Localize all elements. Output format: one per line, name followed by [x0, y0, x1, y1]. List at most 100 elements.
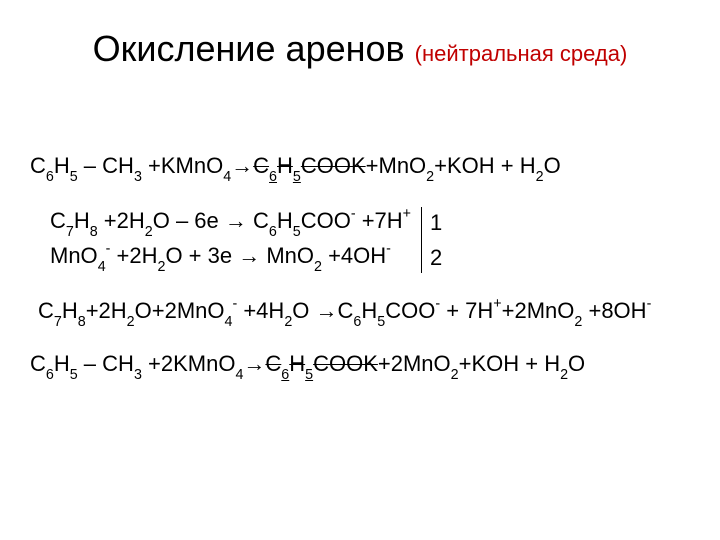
t: +4OH — [322, 243, 386, 268]
balance-bar: 1 2 — [411, 205, 442, 275]
t: 5 — [293, 169, 301, 185]
t: 3 — [134, 169, 142, 185]
t: - — [351, 206, 356, 222]
equation-overall-balanced: C6H5 – CH3 +2KMnO4→C6H5COOK+2MnO2+KOH + … — [30, 348, 690, 383]
t: 4 — [98, 259, 106, 275]
t: 2 — [574, 314, 582, 330]
t: - — [232, 296, 237, 312]
t: 4 — [235, 367, 243, 383]
t: O+2MnO — [135, 298, 225, 323]
t: H — [277, 208, 293, 233]
t: H — [277, 153, 293, 178]
t: COO — [385, 298, 435, 323]
t: O →C — [292, 298, 353, 323]
t: +8OH — [582, 298, 646, 323]
t: +2H — [98, 208, 145, 233]
t: H — [289, 351, 305, 376]
t: +2KMnO — [142, 351, 236, 376]
t: C — [38, 298, 54, 323]
t: 2 — [560, 367, 568, 383]
t: 8 — [78, 314, 86, 330]
t: MnO — [50, 243, 98, 268]
slide-body: C6H5 – CH3 +KMnO4→C6H5COOK+MnO2+KOH + H2… — [30, 150, 690, 384]
t: 6 — [46, 169, 54, 185]
coeff-oxidation: 1 — [430, 207, 442, 239]
t: - — [435, 296, 440, 312]
t: O + 3e → MnO — [165, 243, 314, 268]
t: – CH — [78, 153, 134, 178]
coeff-reduction: 2 — [430, 242, 442, 274]
t: 7 — [54, 314, 62, 330]
t: → — [231, 153, 253, 178]
t: – CH — [78, 351, 134, 376]
t: 2 — [127, 314, 135, 330]
t: + — [493, 296, 501, 312]
half-reactions-block: C7H8 +2H2O – 6e → C6H5COO- +7H+ MnO4- +2… — [50, 205, 690, 275]
product-struck: C6H5COOK — [253, 153, 365, 178]
t: +4H — [237, 298, 284, 323]
t: +KMnO — [142, 153, 223, 178]
t: H — [54, 351, 70, 376]
slide: Окисление аренов (нейтральная среда) C6H… — [0, 0, 720, 540]
t: 2 — [158, 259, 166, 275]
half-reaction-reduction: MnO4- +2H2O + 3e → MnO2 +4OH- — [50, 240, 411, 275]
t: 5 — [305, 367, 313, 383]
t: 6 — [46, 367, 54, 383]
t: 2 — [426, 169, 434, 185]
t: - — [647, 296, 652, 312]
t: +KOH + H — [434, 153, 535, 178]
half-reactions: C7H8 +2H2O – 6e → C6H5COO- +7H+ MnO4- +2… — [50, 205, 411, 275]
t: 6 — [269, 169, 277, 185]
t: 2 — [451, 367, 459, 383]
t: H — [361, 298, 377, 323]
t: 5 — [70, 169, 78, 185]
t: 7 — [66, 224, 74, 240]
t: → — [243, 351, 265, 376]
product-struck-2: C6H5COOK — [265, 351, 377, 376]
slide-title: Окисление аренов (нейтральная среда) — [0, 28, 720, 70]
t: +2MnO — [502, 298, 575, 323]
t: O — [544, 153, 561, 178]
t: 5 — [70, 367, 78, 383]
t: 2 — [536, 169, 544, 185]
t: +MnO — [366, 153, 427, 178]
t: 4 — [223, 169, 231, 185]
half-reaction-oxidation: C7H8 +2H2O – 6e → C6H5COO- +7H+ — [50, 205, 411, 240]
t: H — [74, 208, 90, 233]
t: COO — [301, 208, 351, 233]
t: COOK — [301, 153, 366, 178]
t: COOK — [313, 351, 378, 376]
balance-coefficients: 1 2 — [430, 205, 442, 275]
t: 6 — [353, 314, 361, 330]
t: 6 — [281, 367, 289, 383]
t: 6 — [269, 224, 277, 240]
t: C — [50, 208, 66, 233]
t: C — [30, 153, 46, 178]
t: O – 6e → C — [153, 208, 269, 233]
t: - — [106, 241, 111, 257]
t: +2H — [110, 243, 157, 268]
vertical-bar-icon — [421, 207, 422, 273]
t: 5 — [377, 314, 385, 330]
t: H — [62, 298, 78, 323]
t: 2 — [314, 259, 322, 275]
t: +2H — [86, 298, 127, 323]
t: C — [30, 351, 46, 376]
title-main: Окисление аренов — [93, 28, 405, 69]
t: 8 — [90, 224, 98, 240]
t: +2MnO — [378, 351, 451, 376]
t: C — [253, 153, 269, 178]
equation-overall-unbalanced: C6H5 – CH3 +KMnO4→C6H5COOK+MnO2+KOH + H2… — [30, 150, 690, 185]
title-subtitle: (нейтральная среда) — [415, 41, 628, 66]
t: H — [54, 153, 70, 178]
equation-ionic-sum: C7H8+2H2O+2MnO4- +4H2O →C6H5COO- + 7H++2… — [38, 295, 690, 330]
t: + 7H — [440, 298, 493, 323]
t: 3 — [134, 367, 142, 383]
t: - — [386, 241, 391, 257]
t: +7H — [356, 208, 403, 233]
t: 4 — [225, 314, 233, 330]
t: +KOH + H — [459, 351, 560, 376]
t: 2 — [284, 314, 292, 330]
t: 5 — [293, 224, 301, 240]
t: + — [403, 206, 411, 222]
